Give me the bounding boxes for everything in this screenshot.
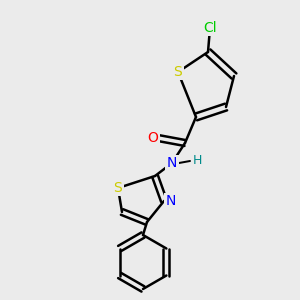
Text: S: S: [114, 181, 122, 195]
Text: H: H: [192, 154, 202, 167]
Text: Cl: Cl: [203, 21, 217, 35]
Text: N: N: [166, 194, 176, 208]
Text: O: O: [148, 131, 158, 145]
Text: S: S: [174, 65, 182, 79]
Text: N: N: [167, 156, 177, 170]
